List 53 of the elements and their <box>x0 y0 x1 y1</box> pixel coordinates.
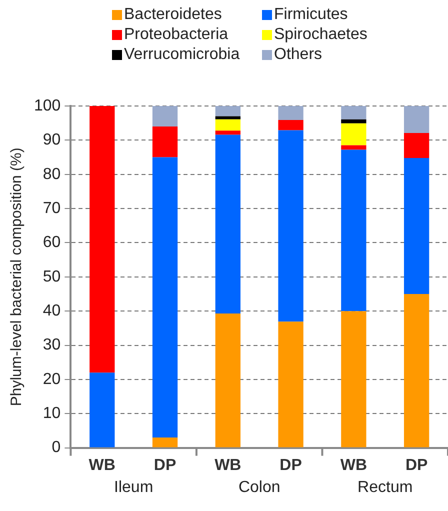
x-tick-label: WB <box>88 456 116 474</box>
y-axis-title: Phylum-level bacterial composition (%) <box>8 148 26 406</box>
y-tick-label: 70 <box>42 200 61 217</box>
bar <box>341 311 366 448</box>
y-tick-label: 60 <box>42 234 61 252</box>
y-tick-label: 30 <box>42 336 61 354</box>
bar <box>278 322 304 448</box>
bar <box>278 130 304 322</box>
bar <box>215 106 240 116</box>
bar <box>341 123 366 146</box>
bar <box>278 120 304 130</box>
legend-label: Firmicutes <box>274 6 348 24</box>
bar <box>152 438 178 448</box>
y-tick-label: 80 <box>42 166 61 183</box>
bar <box>404 106 430 133</box>
bar <box>152 106 178 127</box>
bar <box>341 119 366 124</box>
bar <box>404 158 430 294</box>
y-tick-label: 50 <box>42 268 61 286</box>
bar <box>215 313 240 448</box>
bar <box>90 372 115 448</box>
legend-label: Bacteroidetes <box>124 6 222 24</box>
x-tick-label: DP <box>280 456 302 474</box>
bar <box>215 116 240 120</box>
bar <box>215 134 240 314</box>
bar <box>341 145 366 150</box>
y-tick-label: 20 <box>42 370 61 388</box>
bar <box>341 150 366 312</box>
text: Ileum <box>114 479 154 496</box>
bar <box>215 130 240 135</box>
bar <box>278 106 304 120</box>
legend-label: Verrucomicrobia <box>124 46 240 64</box>
text: Rectum <box>358 479 413 496</box>
y-tick-label: 90 <box>42 132 61 149</box>
x-tick-label: DP <box>405 456 428 474</box>
bar <box>215 119 240 131</box>
bar <box>341 106 366 120</box>
bar <box>404 133 430 158</box>
legend-label: Spirochaetes <box>274 26 368 44</box>
y-tick-label: 0 <box>52 439 61 456</box>
bar <box>152 157 178 438</box>
legend-label: Proteobacteria <box>124 26 228 44</box>
y-tick-label: 100 <box>34 97 61 114</box>
x-tick-label: WB <box>214 456 242 474</box>
text: Colon <box>238 479 280 496</box>
x-tick-label: DP <box>154 456 176 474</box>
bar <box>404 294 430 448</box>
x-tick-label: WB <box>340 456 367 474</box>
y-tick-label: 10 <box>42 405 61 422</box>
bar <box>152 126 178 158</box>
bar <box>90 106 115 373</box>
y-tick-label: 40 <box>42 302 61 320</box>
legend-label: Others <box>274 46 322 64</box>
